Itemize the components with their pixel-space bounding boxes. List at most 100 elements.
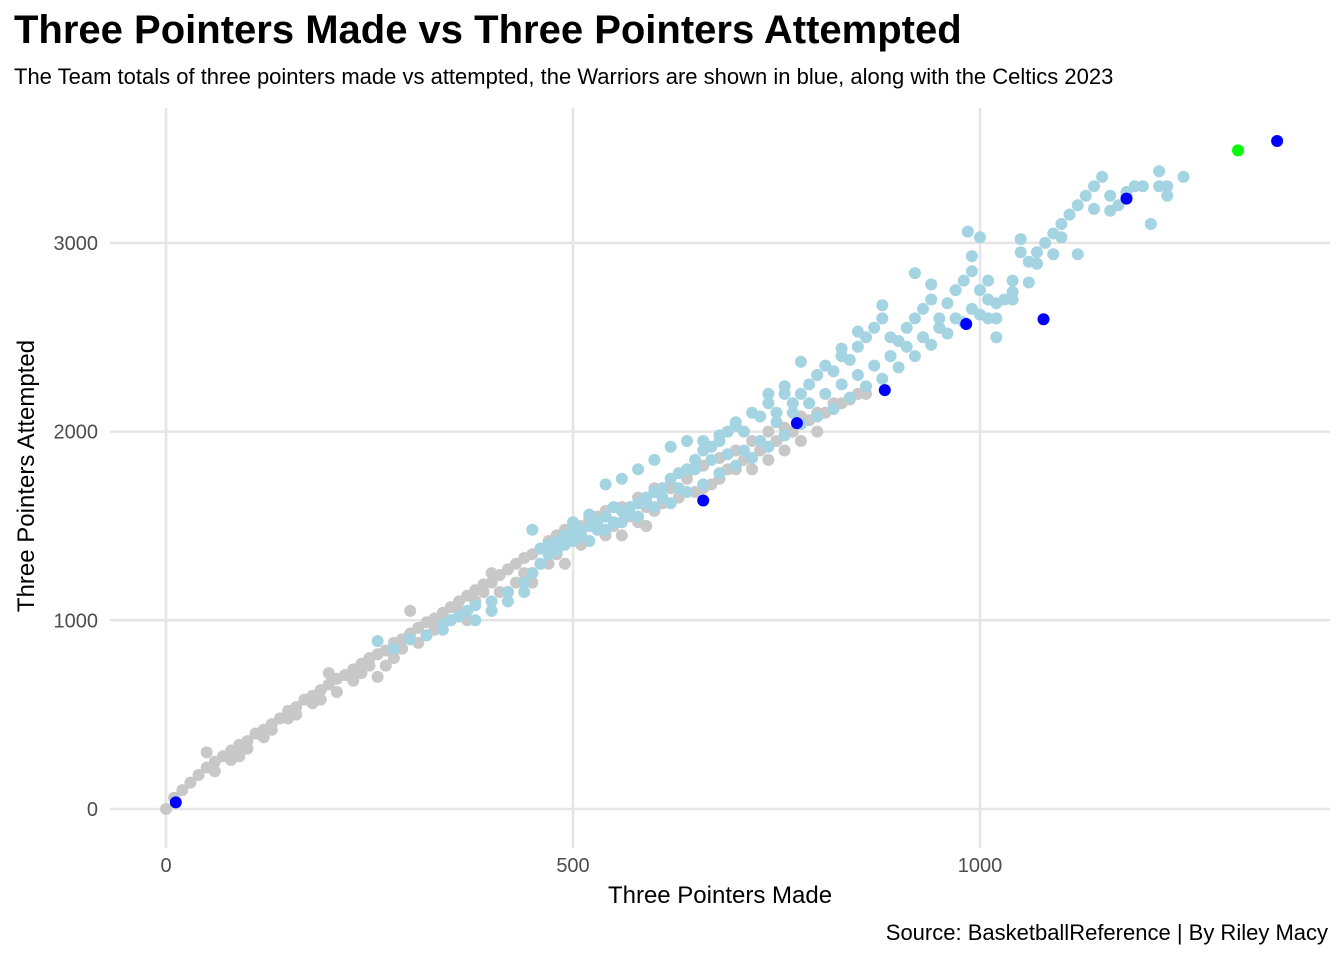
- data-point-other-teams-recent: [908, 267, 921, 280]
- data-point-other-teams-recent: [371, 635, 384, 648]
- data-point-other-teams-early: [493, 586, 506, 598]
- data-point-other-teams-recent: [1006, 274, 1019, 287]
- data-point-other-teams-recent: [1096, 170, 1109, 183]
- data-points: [160, 135, 1284, 815]
- data-point-other-teams-early: [363, 659, 376, 672]
- data-point-other-teams-recent: [835, 342, 848, 355]
- data-point-other-teams-recent: [974, 284, 986, 297]
- y-tick-label: 0: [87, 799, 98, 821]
- data-point-other-teams-recent: [713, 429, 726, 442]
- data-point-other-teams-recent: [1055, 218, 1068, 230]
- data-point-other-teams-recent: [729, 459, 742, 472]
- data-point-other-teams-recent: [851, 325, 864, 338]
- data-point-other-teams-recent: [1088, 202, 1100, 215]
- data-point-other-teams-recent: [851, 369, 864, 381]
- data-point-other-teams-recent: [607, 501, 620, 514]
- data-point-other-teams-early: [485, 567, 498, 580]
- data-point-other-teams-early: [404, 604, 417, 617]
- data-point-other-teams-recent: [811, 410, 824, 423]
- data-point-other-teams-recent: [599, 478, 612, 491]
- data-point-other-teams-early: [200, 746, 213, 759]
- data-point-other-teams-recent: [420, 629, 433, 642]
- data-point-other-teams-early: [241, 742, 254, 755]
- data-point-other-teams-recent: [1104, 189, 1117, 202]
- data-point-other-teams-recent: [965, 250, 978, 263]
- data-point-other-teams-recent: [1006, 286, 1019, 298]
- data-point-other-teams-recent: [729, 419, 742, 432]
- y-axis-title: Three Pointers Attempted: [13, 340, 40, 612]
- data-point-other-teams-early: [485, 576, 498, 589]
- data-point-other-teams-recent: [925, 278, 938, 291]
- data-point-warriors: [878, 384, 891, 397]
- data-point-other-teams-early: [176, 784, 189, 797]
- x-tick-label: 0: [160, 855, 171, 877]
- data-point-other-teams-recent: [990, 312, 1003, 325]
- data-point-other-teams-recent: [949, 284, 962, 297]
- data-point-other-teams-recent: [656, 482, 669, 495]
- data-point-other-teams-recent: [965, 265, 978, 278]
- data-point-other-teams-recent: [583, 508, 596, 521]
- data-point-other-teams-recent: [876, 299, 889, 312]
- data-point-other-teams-recent: [387, 642, 400, 655]
- data-point-other-teams-early: [347, 674, 360, 687]
- data-point-other-teams-recent: [404, 633, 417, 646]
- data-point-other-teams-recent: [961, 225, 974, 238]
- data-point-other-teams-early: [396, 642, 409, 655]
- data-point-other-teams-early: [794, 435, 807, 447]
- data-point-other-teams-recent: [689, 463, 702, 476]
- y-axis-ticks: 0 1000 2000 3000: [54, 233, 99, 821]
- data-point-other-teams-recent: [762, 440, 775, 453]
- data-point-other-teams-recent: [1014, 233, 1027, 246]
- data-point-other-teams-recent: [900, 321, 913, 334]
- data-point-other-teams-recent: [1153, 165, 1166, 178]
- data-point-other-teams-recent: [868, 359, 881, 372]
- data-point-other-teams-recent: [794, 355, 807, 368]
- data-point-other-teams-early: [322, 667, 335, 680]
- data-point-other-teams-early: [290, 708, 303, 721]
- data-point-other-teams-recent: [974, 308, 986, 321]
- data-point-other-teams-recent: [990, 331, 1003, 344]
- data-point-other-teams-recent: [803, 378, 816, 391]
- data-point-other-teams-recent: [1104, 204, 1117, 217]
- data-point-other-teams-recent: [754, 410, 767, 423]
- data-point-other-teams-recent: [778, 429, 791, 442]
- data-point-other-teams-recent: [860, 380, 872, 393]
- data-point-other-teams-recent: [1136, 180, 1149, 193]
- data-point-other-teams-recent: [591, 523, 604, 536]
- data-point-other-teams-recent: [648, 501, 661, 514]
- data-point-other-teams-recent: [501, 595, 514, 608]
- data-point-other-teams-recent: [632, 510, 645, 523]
- data-point-other-teams-early: [778, 444, 791, 457]
- chart-title: Three Pointers Made vs Three Pointers At…: [14, 8, 962, 52]
- data-point-other-teams-recent: [876, 312, 889, 325]
- data-point-other-teams-recent: [1031, 246, 1043, 259]
- data-point-other-teams-recent: [697, 478, 710, 491]
- data-point-other-teams-recent: [526, 523, 539, 536]
- data-point-other-teams-recent: [957, 274, 970, 287]
- data-point-other-teams-early: [510, 576, 522, 589]
- data-point-warriors: [169, 796, 182, 809]
- data-point-other-teams-recent: [884, 350, 897, 363]
- data-point-other-teams-recent: [518, 586, 531, 598]
- data-point-other-teams-recent: [876, 372, 889, 385]
- data-point-other-teams-early: [265, 723, 278, 736]
- data-point-other-teams-recent: [786, 406, 799, 419]
- data-point-other-teams-recent: [436, 618, 449, 631]
- data-point-other-teams-recent: [762, 387, 775, 400]
- data-point-other-teams-early: [184, 776, 197, 789]
- data-point-other-teams-early: [379, 659, 392, 672]
- data-point-other-teams-recent: [925, 338, 938, 351]
- data-point-warriors: [697, 494, 710, 507]
- x-tick-label: 1000: [958, 855, 1003, 877]
- data-point-other-teams-recent: [843, 353, 856, 366]
- data-point-other-teams-recent: [697, 435, 710, 447]
- data-point-other-teams-recent: [982, 274, 995, 287]
- data-point-other-teams-recent: [990, 297, 1003, 310]
- data-point-warriors: [1037, 313, 1050, 326]
- data-point-other-teams-early: [330, 686, 343, 698]
- data-point-other-teams-early: [387, 652, 400, 664]
- data-point-warriors: [790, 417, 803, 430]
- data-point-other-teams-recent: [469, 599, 482, 612]
- data-point-warriors: [960, 318, 973, 330]
